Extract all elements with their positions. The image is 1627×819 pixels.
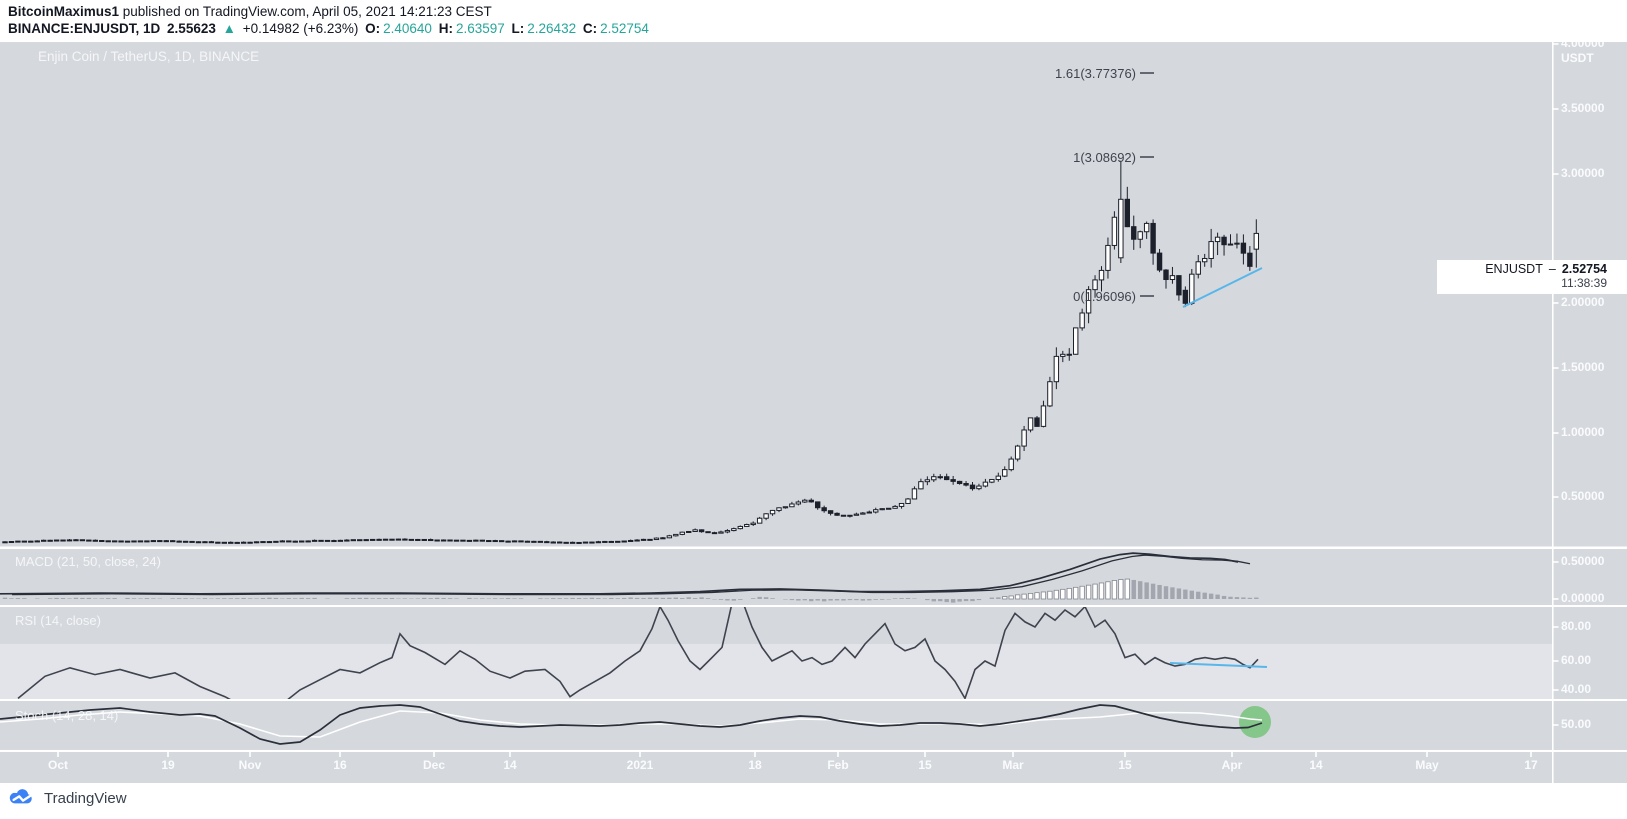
chart-legend-title: Enjin Coin / TetherUS, 1D, BINANCE: [38, 49, 260, 64]
time-axis-label: 15: [1118, 758, 1132, 772]
author-name: BitcoinMaximus1: [8, 4, 120, 19]
time-axis-label: May: [1415, 758, 1439, 772]
stoch-pane-label: Stoch (14, 28, 14): [15, 708, 119, 723]
time-axis-label: 14: [503, 758, 517, 772]
price-axis-label: 3.00000: [1561, 166, 1605, 180]
publication-line: BitcoinMaximus1 published on TradingView…: [8, 4, 492, 19]
price-axis-label: 1.00000: [1561, 425, 1605, 439]
time-axis-label: 14: [1309, 758, 1323, 772]
tradingview-cloud-icon: [9, 789, 33, 804]
chart-canvas[interactable]: [0, 42, 1627, 783]
price-axis-label: USDT: [1561, 51, 1594, 65]
time-axis-label: Dec: [422, 758, 446, 772]
price-readout-row: ENJUSDT – 2.52754: [1485, 262, 1607, 276]
fib-level-1-label[interactable]: 1(3.08692): [1073, 150, 1136, 165]
low-label: L:: [511, 21, 525, 36]
price-axis-label: 40.00: [1561, 682, 1592, 696]
price-axis-label: 50.00: [1561, 717, 1592, 731]
time-axis-label: 18: [748, 758, 762, 772]
publication-header: BitcoinMaximus1 published on TradingView…: [0, 0, 1627, 42]
publication-text: published on TradingView.com, April 05, …: [119, 4, 492, 19]
time-axis-label: 17: [1524, 758, 1538, 772]
price-readout-dash: –: [1548, 262, 1556, 276]
time-axis-label: Mar: [1002, 758, 1024, 772]
time-axis-label: 19: [161, 758, 175, 772]
price-change: +0.14982 (+6.23%): [242, 21, 359, 36]
time-axis-label: Apr: [1221, 758, 1243, 772]
time-axis-label: 16: [333, 758, 347, 772]
last-price-readout: ENJUSDT – 2.52754 11:38:39: [1437, 260, 1627, 294]
symbol-name: BINANCE:ENJUSDT, 1D: [8, 21, 161, 36]
tradingview-logo-link[interactable]: TradingView: [8, 789, 127, 808]
price-axis-label: 80.00: [1561, 619, 1592, 633]
macd-pane-label: MACD (21, 50, close, 24): [15, 554, 161, 569]
high-label: H:: [438, 21, 453, 36]
tradingview-brand-text: TradingView: [44, 790, 127, 807]
low-value: 2.26432: [527, 21, 577, 36]
symbol-ohlc-line: BINANCE:ENJUSDT, 1D 2.55623 ▲ +0.14982 (…: [8, 21, 652, 36]
fib-level-1-61-label[interactable]: 1.61(3.77376): [1055, 66, 1136, 81]
time-axis-label: Feb: [827, 758, 849, 772]
price-readout-symbol: ENJUSDT: [1485, 262, 1543, 276]
price-axis-label: 3.50000: [1561, 101, 1605, 115]
close-label: C:: [582, 21, 598, 36]
bar-countdown: 11:38:39: [1561, 276, 1607, 290]
time-axis-label: Oct: [47, 758, 69, 772]
open-label: O:: [365, 21, 381, 36]
open-value: 2.40640: [383, 21, 432, 36]
time-axis-label: 15: [918, 758, 932, 772]
price-axis-label: 2.00000: [1561, 295, 1605, 309]
price-axis-label: 1.50000: [1561, 360, 1605, 374]
fib-level-0-label[interactable]: 0(1.96096): [1073, 289, 1136, 304]
high-value: 2.63597: [455, 21, 505, 36]
footer: TradingView: [0, 783, 1627, 819]
last-price: 2.55623: [167, 21, 216, 36]
rsi-pane-label: RSI (14, close): [15, 613, 101, 628]
up-arrow-icon: ▲: [222, 21, 236, 36]
price-readout-value: 2.52754: [1561, 262, 1607, 276]
price-axis-label: 0.50000: [1561, 554, 1605, 568]
time-axis-label: 2021: [626, 758, 654, 772]
price-axis-label: 0.00000: [1561, 591, 1605, 605]
price-axis-label: 60.00: [1561, 653, 1592, 667]
chart-region: Enjin Coin / TetherUS, 1D, BINANCE MACD …: [0, 36, 1627, 783]
close-value: 2.52754: [600, 21, 649, 36]
time-axis-label: Nov: [238, 758, 262, 772]
price-axis-label: 0.50000: [1561, 489, 1605, 503]
